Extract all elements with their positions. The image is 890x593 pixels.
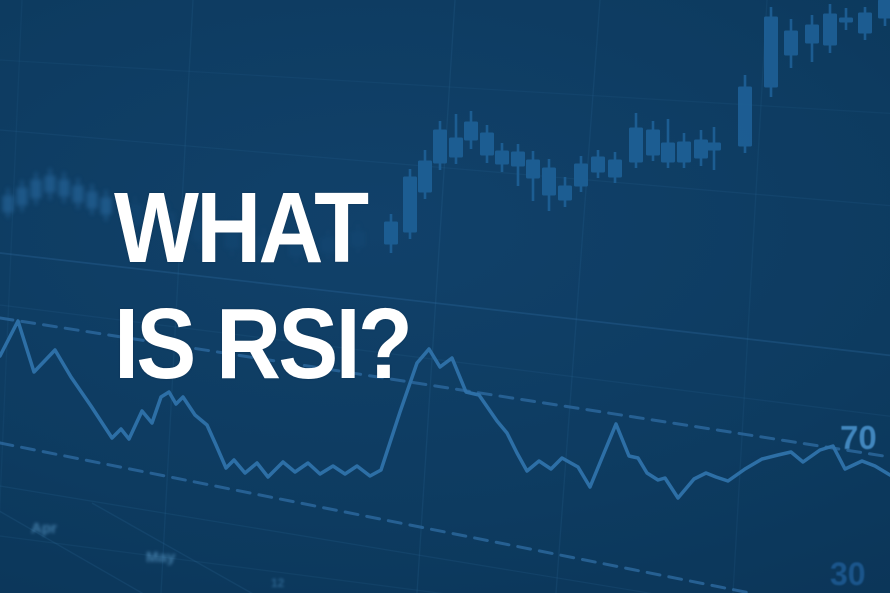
overbought-level-label: 70 <box>840 419 877 456</box>
candles-faint <box>127 196 366 263</box>
x-axis-month-apr: Apr <box>31 520 57 537</box>
rsi-line <box>0 319 890 500</box>
candles-blurred <box>2 168 112 221</box>
rsi-level-lines <box>0 316 890 593</box>
x-axis-month-may: May <box>146 549 176 566</box>
title-line-2: IS RSI? <box>114 288 413 400</box>
x-axis-tick-label: 12 <box>271 576 285 590</box>
oversold-level-label: 30 <box>830 556 866 592</box>
candlestick-series <box>384 0 890 253</box>
page-title: WHAT IS RSI? <box>114 170 413 402</box>
title-line-1: WHAT <box>114 172 369 284</box>
